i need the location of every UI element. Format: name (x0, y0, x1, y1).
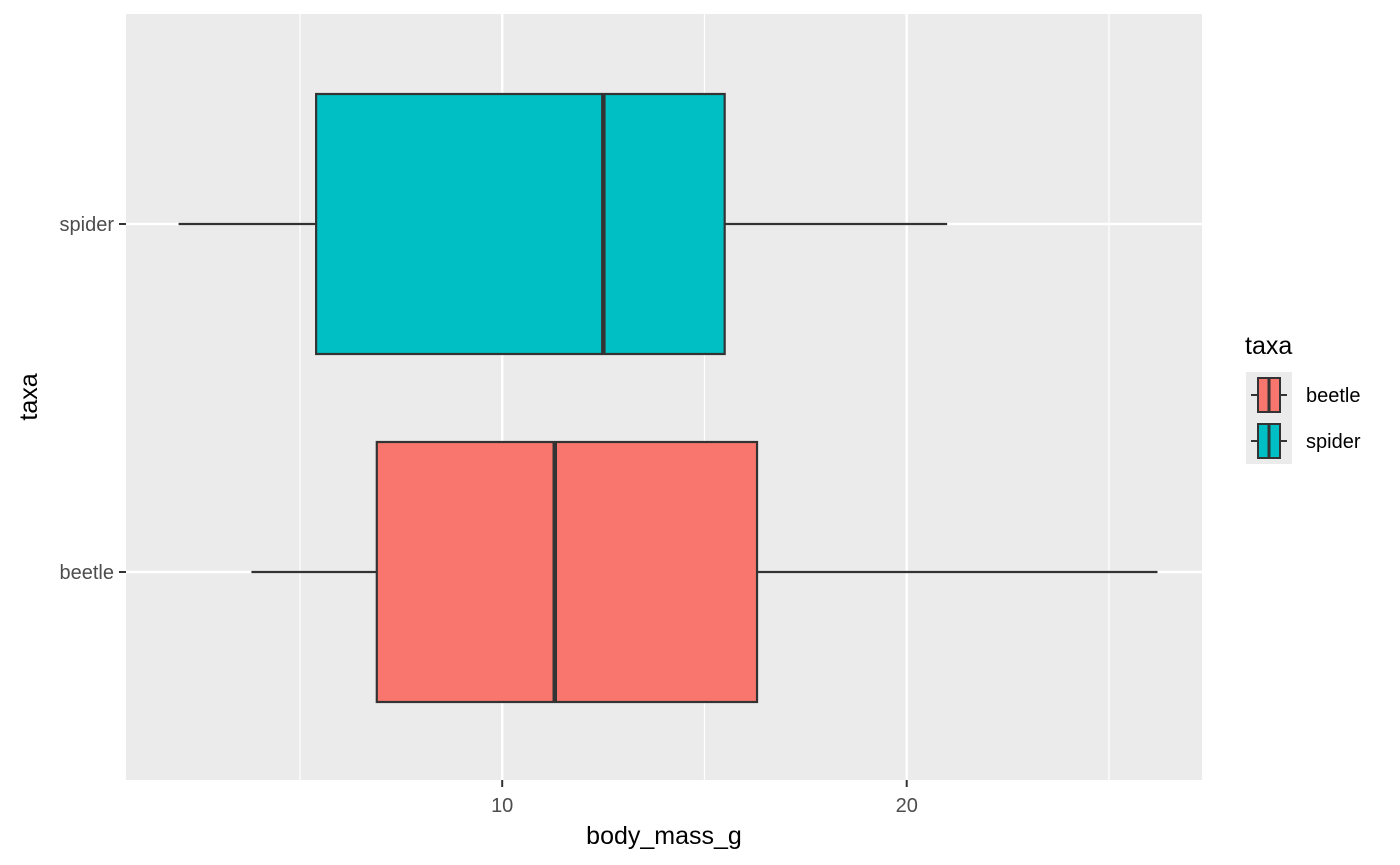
iqr-box-beetle (375, 440, 759, 704)
box-beetle (251, 440, 1158, 704)
y-tick-label: beetle (60, 562, 115, 584)
x-tick-label: 20 (896, 795, 918, 817)
legend: taxa beetle spider (1245, 332, 1361, 464)
iqr-box-spider (315, 92, 726, 356)
y-axis-title: taxa (15, 373, 43, 420)
legend-entry-beetle: beetle (1246, 372, 1361, 418)
legend-entry-spider: spider (1246, 418, 1361, 464)
legend-label: spider (1306, 431, 1361, 453)
box-spider (178, 92, 948, 356)
y-tick-label: spider (60, 214, 115, 236)
boxes (178, 92, 1158, 704)
legend-title: taxa (1245, 332, 1292, 360)
x-axis-title: body_mass_g (586, 822, 742, 850)
axes: 10 20 beetle spider (60, 214, 918, 817)
legend-label: beetle (1306, 385, 1361, 407)
x-tick-label: 10 (491, 795, 513, 817)
